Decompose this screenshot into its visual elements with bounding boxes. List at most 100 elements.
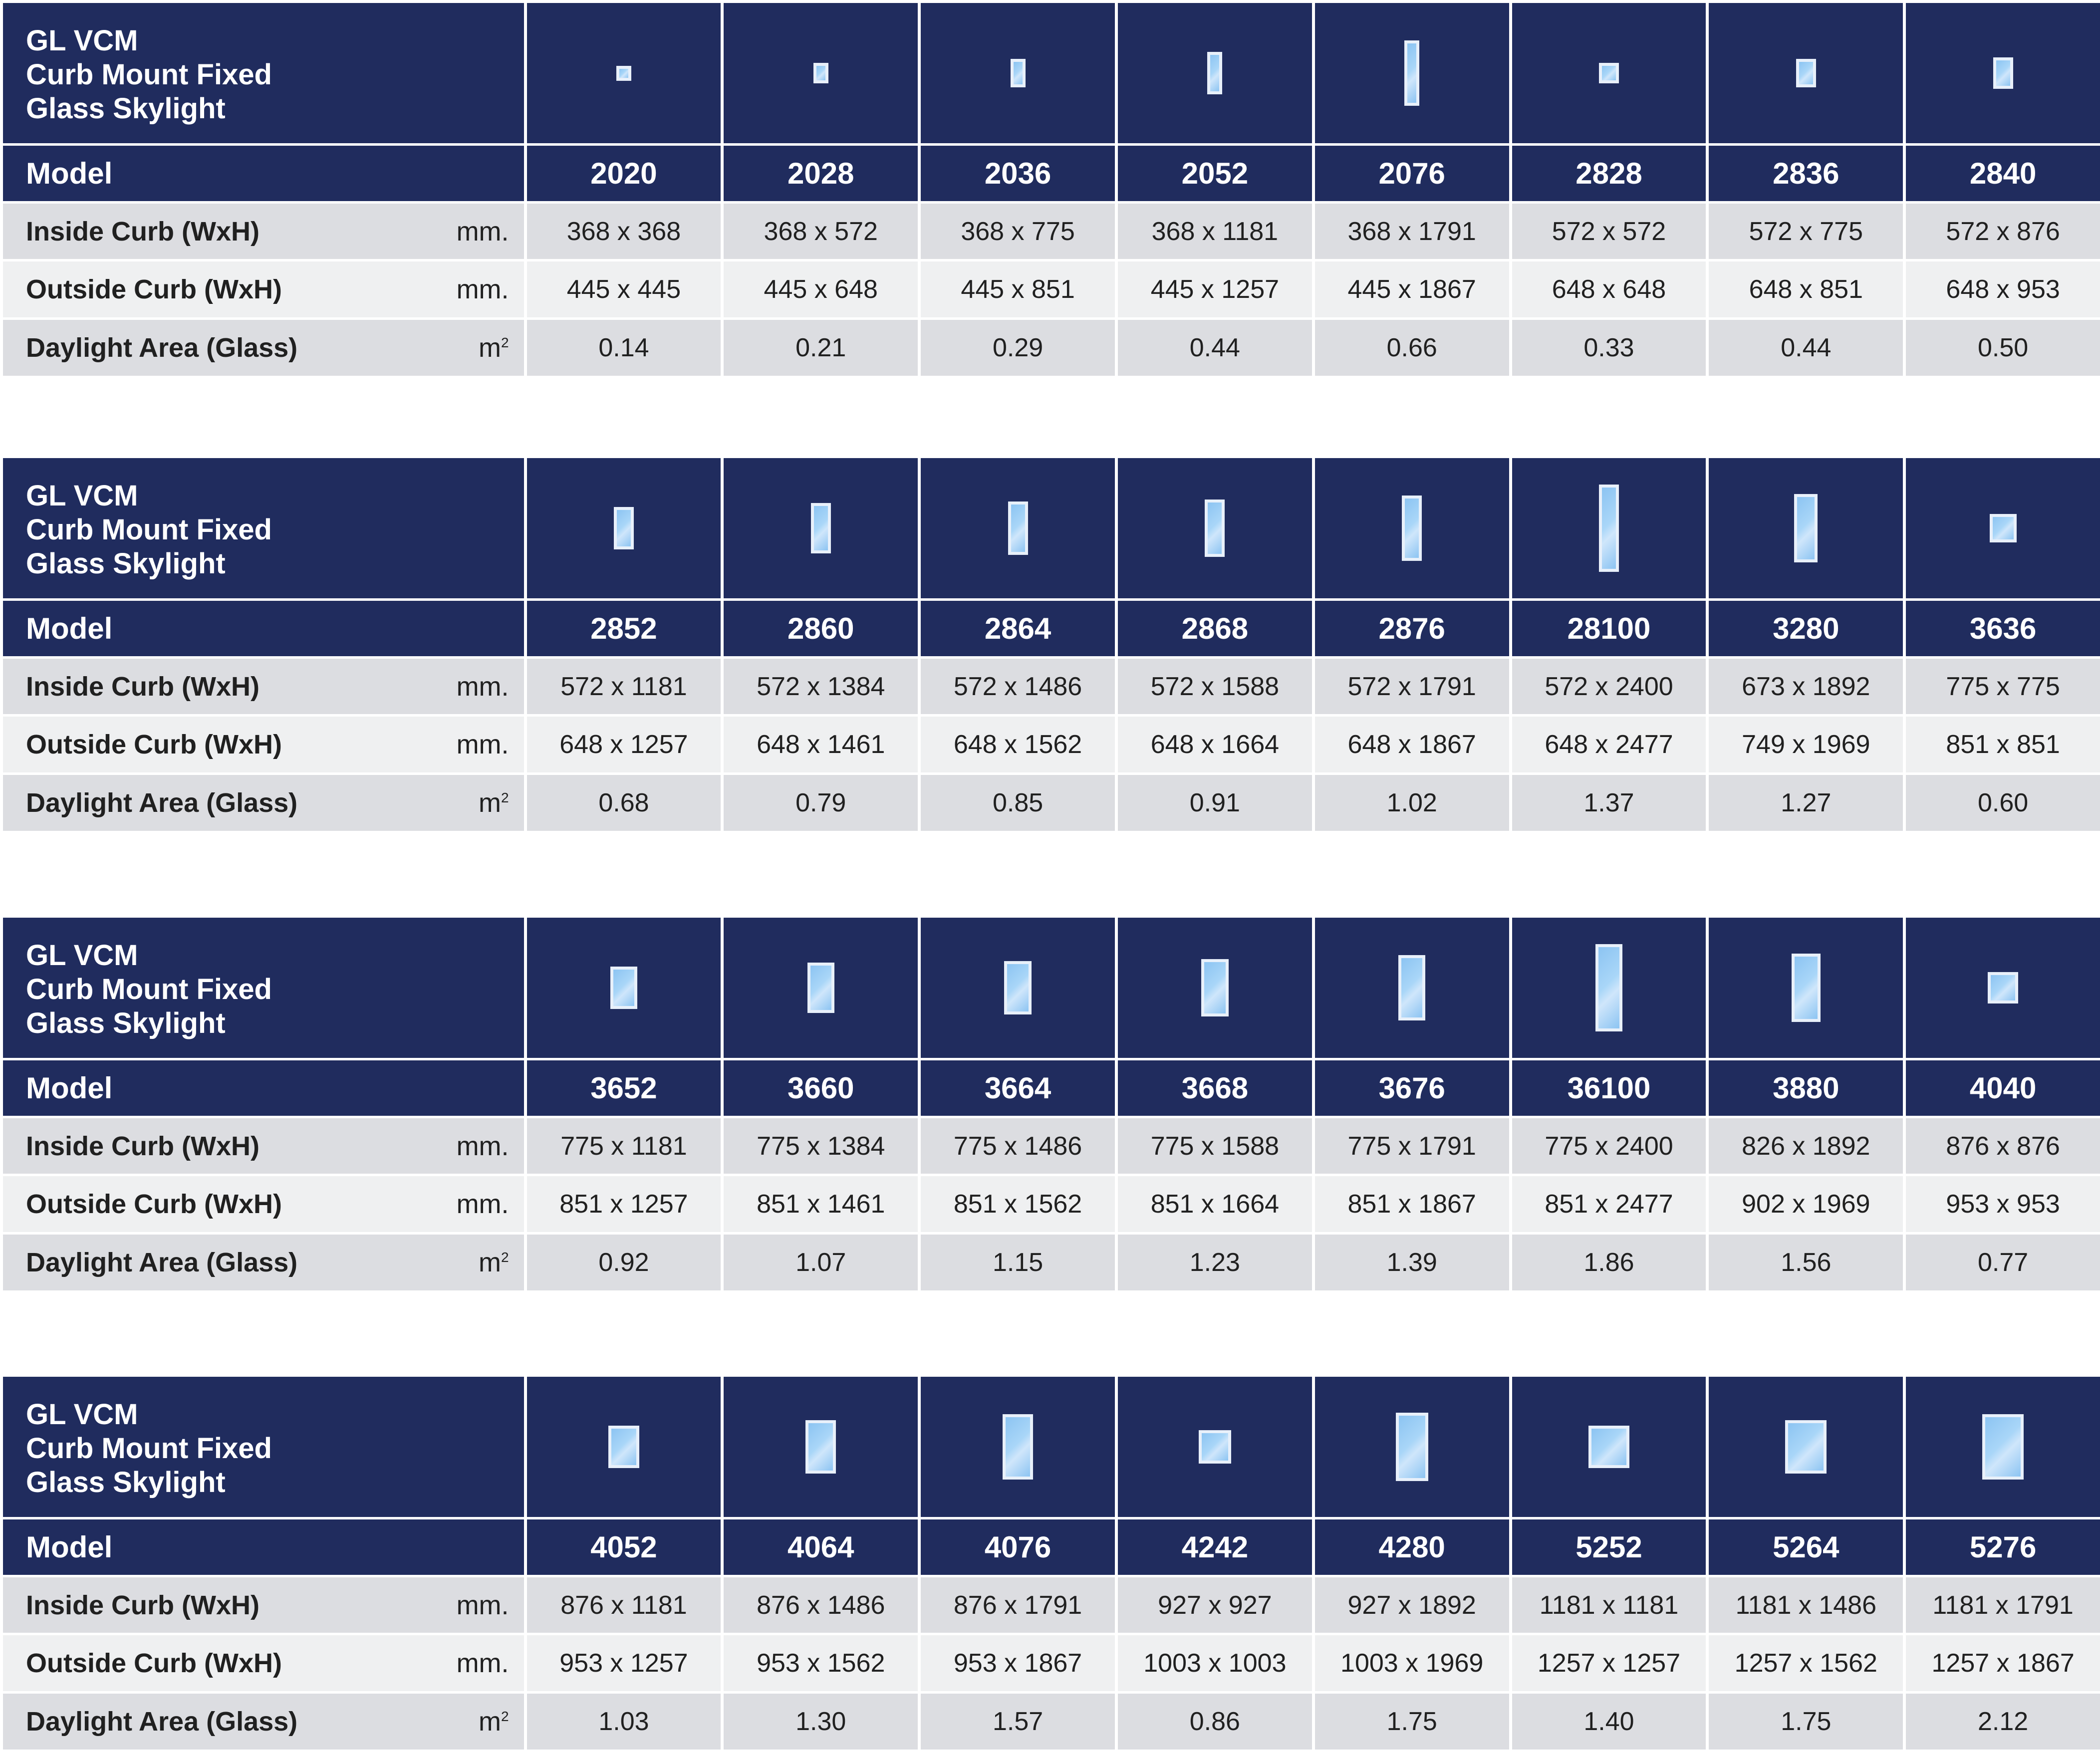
unit-text: mm. [456, 1189, 509, 1219]
outside-curb-value: 851 x 1562 [921, 1176, 1115, 1232]
inside-curb-label-cell: Inside Curb (WxH) mm. [3, 1577, 524, 1633]
outside-curb-value: 648 x 1562 [921, 717, 1115, 772]
inside-curb-value: 927 x 927 [1117, 1577, 1312, 1633]
inside-curb-value: 572 x 1384 [724, 659, 918, 714]
model-number: 3652 [526, 1060, 721, 1116]
skylight-icon [608, 1425, 639, 1469]
skylight-icon [613, 506, 634, 550]
model-number: 3664 [921, 1060, 1115, 1116]
skylight-icon [1796, 59, 1816, 87]
inside-curb-value: 1181 x 1486 [1709, 1577, 1903, 1633]
outside-curb-value: 953 x 1562 [724, 1635, 918, 1691]
outside-curb-value: 953 x 1257 [526, 1635, 721, 1691]
skylight-image-cell [1709, 1377, 1903, 1517]
inside-curb-label-cell: Inside Curb (WxH) mm. [3, 659, 524, 714]
daylight-area-value: 0.44 [1709, 320, 1903, 376]
header-row: GL VCM Curb Mount Fixed Glass Skylight [3, 458, 2100, 598]
daylight-area-value: 1.75 [1314, 1694, 1509, 1750]
model-number: 3280 [1709, 601, 1903, 656]
daylight-area-value: 1.02 [1314, 775, 1509, 831]
inside-curb-value: 368 x 368 [526, 204, 721, 259]
outside-curb-value: 648 x 1461 [724, 717, 918, 772]
daylight-area-label: Daylight Area (Glass) [26, 1248, 298, 1277]
inside-curb-value: 572 x 876 [1906, 204, 2100, 259]
skylight-image-cell [921, 458, 1115, 598]
daylight-area-value: 1.30 [724, 1694, 918, 1750]
inside-curb-value: 775 x 1588 [1117, 1118, 1312, 1174]
skylight-image-cell [526, 458, 721, 598]
inside-curb-unit: mm. [457, 671, 509, 702]
inside-curb-label: Inside Curb (WxH) [26, 216, 260, 247]
outside-curb-value: 648 x 1257 [526, 717, 721, 772]
skylight-image-cell [526, 1377, 721, 1517]
unit-superscript: 2 [501, 1250, 509, 1265]
skylight-icon [1989, 514, 2017, 542]
skylight-image-cell [1117, 3, 1312, 143]
skylight-image-cell [1314, 1377, 1509, 1517]
outside-curb-unit: mm. [457, 274, 509, 305]
daylight-area-value: 2.12 [1906, 1694, 2100, 1750]
skylight-icon [1004, 961, 1032, 1015]
inside-curb-row: Inside Curb (WxH) mm. 368 x 368 368 x 572 36… [3, 204, 2100, 259]
model-row: Model 2020 2028 2036 2052 2076 2828 2836 2840 [3, 146, 2100, 201]
daylight-area-value: 0.77 [1906, 1235, 2100, 1290]
model-number: 3676 [1314, 1060, 1509, 1116]
unit-text: mm. [456, 1131, 509, 1161]
skylight-image-cell [921, 3, 1115, 143]
model-number: 2864 [921, 601, 1115, 656]
daylight-area-value: 0.33 [1512, 320, 1706, 376]
skylight-icon [1205, 499, 1225, 557]
model-number: 5276 [1906, 1519, 2100, 1575]
skylight-image-cell [1709, 458, 1903, 598]
daylight-area-value: 0.60 [1906, 775, 2100, 831]
model-number: 2036 [921, 146, 1115, 201]
unit-text: mm. [456, 1590, 509, 1620]
inside-curb-value: 775 x 1486 [921, 1118, 1115, 1174]
model-number: 4076 [921, 1519, 1115, 1575]
model-label: Model [3, 601, 524, 656]
daylight-area-value: 0.50 [1906, 320, 2100, 376]
inside-curb-label: Inside Curb (WxH) [26, 671, 260, 702]
inside-curb-value: 775 x 775 [1906, 659, 2100, 714]
model-number: 36100 [1512, 1060, 1706, 1116]
table-title: GL VCM Curb Mount Fixed Glass Skylight [3, 3, 524, 143]
skylight-image-cell [1906, 3, 2100, 143]
table-title: GL VCM Curb Mount Fixed Glass Skylight [3, 1377, 524, 1517]
skylight-icon [1010, 59, 1026, 87]
inside-curb-value: 876 x 1181 [526, 1577, 721, 1633]
model-number: 2852 [526, 601, 721, 656]
inside-curb-unit: mm. [457, 1131, 509, 1162]
model-number: 4280 [1314, 1519, 1509, 1575]
table-title-line: Curb Mount Fixed [26, 1432, 272, 1465]
daylight-area-value: 1.15 [921, 1235, 1115, 1290]
model-number: 2860 [724, 601, 918, 656]
skylight-image-cell [1709, 918, 1903, 1058]
daylight-area-label: Daylight Area (Glass) [26, 788, 298, 818]
inside-curb-value: 572 x 1486 [921, 659, 1115, 714]
inside-curb-value: 775 x 1181 [526, 1118, 721, 1174]
model-number: 4242 [1117, 1519, 1312, 1575]
skylight-image-cell [724, 1377, 918, 1517]
model-number: 3660 [724, 1060, 918, 1116]
table-title-line: Glass Skylight [26, 92, 226, 125]
unit-text: m [478, 333, 501, 363]
table-title: GL VCM Curb Mount Fixed Glass Skylight [3, 458, 524, 598]
header-row: GL VCM Curb Mount Fixed Glass Skylight [3, 3, 2100, 143]
outside-curb-value: 851 x 1664 [1117, 1176, 1312, 1232]
skylight-icon [1595, 944, 1623, 1031]
outside-curb-value: 445 x 1257 [1117, 261, 1312, 317]
outside-curb-value: 851 x 1867 [1314, 1176, 1509, 1232]
outside-curb-label: Outside Curb (WxH) [26, 1189, 282, 1219]
unit-superscript: 2 [501, 335, 509, 350]
inside-curb-value: 673 x 1892 [1709, 659, 1903, 714]
outside-curb-value: 851 x 851 [1906, 717, 2100, 772]
model-number: 4040 [1906, 1060, 2100, 1116]
skylight-image-cell [1906, 458, 2100, 598]
outside-curb-label-cell: Outside Curb (WxH) mm. [3, 1635, 524, 1691]
outside-curb-value: 445 x 1867 [1314, 261, 1509, 317]
skylight-icon [1008, 501, 1028, 555]
inside-curb-row: Inside Curb (WxH) mm. 572 x 1181 572 x 1384… [3, 659, 2100, 714]
skylight-image-cell [724, 458, 918, 598]
outside-curb-value: 1257 x 1867 [1906, 1635, 2100, 1691]
inside-curb-label: Inside Curb (WxH) [26, 1590, 260, 1620]
